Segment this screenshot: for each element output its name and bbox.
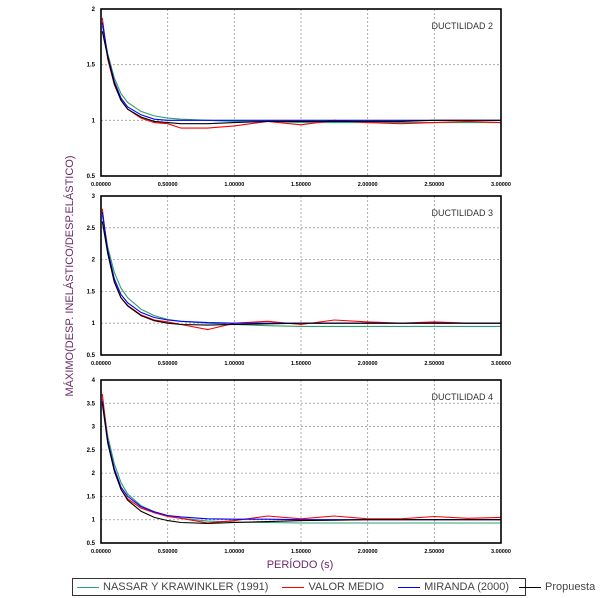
- x-tick-label: 2.00000: [358, 549, 378, 555]
- x-tick-label: 2.50000: [424, 361, 444, 367]
- plot-frame: [100, 379, 502, 544]
- legend-label: MIRANDA (2000): [424, 581, 510, 593]
- legend-label: VALOR MEDIO: [308, 581, 385, 593]
- legend-swatch: [519, 586, 542, 588]
- y-axis-label: MÁXIMO(DESP. INELÁSTICO/DESP.ELÁSTICO): [63, 155, 76, 396]
- panel-title: DUCTILIDAD 4: [431, 392, 493, 402]
- y-tick-label: 0.5: [87, 174, 96, 180]
- legend-swatch: [398, 586, 421, 588]
- legend-label: NASSAR Y KRAWINKLER (1991): [103, 581, 269, 593]
- y-tick-label: 2: [92, 471, 96, 477]
- x-tick-label: 2.50000: [424, 549, 444, 555]
- legend-label: Propuesta: [545, 581, 596, 593]
- x-tick-label: 0.50000: [158, 182, 178, 188]
- legend: NASSAR Y KRAWINKLER (1991) VALOR MEDIO M…: [72, 578, 595, 596]
- x-tick-label: 1.50000: [291, 549, 311, 555]
- x-tick-label: 0.50000: [158, 549, 178, 555]
- y-tick-label: 3: [92, 194, 96, 200]
- y-tick-label: 1.5: [87, 63, 96, 69]
- legend-item: NASSAR Y KRAWINKLER (1991): [77, 581, 268, 593]
- series-line-propuesta: [101, 221, 501, 326]
- y-tick-label: 1: [92, 118, 96, 124]
- x-tick-label: 3.00000: [491, 549, 511, 555]
- plot-area: [101, 196, 501, 355]
- x-tick-label: 0.00000: [91, 361, 111, 367]
- plot-frame: [100, 195, 502, 356]
- plot-frame: [100, 8, 502, 177]
- x-tick-label: 0.00000: [91, 182, 111, 188]
- legend-item: VALOR MEDIO: [282, 581, 384, 593]
- y-tick-label: 3.5: [87, 401, 96, 407]
- y-tick-label: 1: [92, 321, 96, 327]
- legend-item: MIRANDA (2000): [398, 581, 509, 593]
- legend-swatch: [77, 586, 99, 588]
- x-tick-label: 2.00000: [358, 361, 378, 367]
- y-tick-label: 2.5: [87, 448, 96, 454]
- y-tick-label: 0.5: [87, 541, 96, 547]
- x-tick-label: 0.50000: [158, 361, 178, 367]
- x-tick-label: 1.00000: [224, 361, 244, 367]
- x-tick-label: 1.50000: [291, 182, 311, 188]
- legend-item: Propuesta: [519, 581, 595, 593]
- x-tick-label: 1.50000: [291, 361, 311, 367]
- legend-swatch: [282, 586, 305, 588]
- series-line-propuesta: [101, 403, 501, 524]
- y-tick-label: 2: [92, 258, 96, 264]
- x-tick-label: 0.00000: [91, 549, 111, 555]
- x-tick-label: 1.00000: [224, 182, 244, 188]
- x-tick-label: 3.00000: [491, 182, 511, 188]
- x-tick-label: 2.00000: [358, 182, 378, 188]
- y-tick-label: 1.5: [87, 289, 96, 295]
- x-tick-label: 3.00000: [491, 361, 511, 367]
- y-tick-label: 1: [92, 518, 96, 524]
- y-tick-label: 2: [92, 7, 96, 13]
- series-line-nassar-y-krawinkler-1991-: [101, 398, 501, 524]
- panel-title: DUCTILIDAD 3: [431, 208, 493, 218]
- y-tick-label: 0.5: [87, 353, 96, 359]
- y-tick-label: 4: [92, 378, 96, 384]
- series-line-nassar-y-krawinkler-1991-: [101, 215, 501, 327]
- plot-area: [101, 9, 501, 176]
- series-line-miranda-2000-: [101, 22, 501, 121]
- x-tick-label: 1.00000: [224, 549, 244, 555]
- y-tick-label: 3: [92, 425, 96, 431]
- x-tick-label: 2.50000: [424, 182, 444, 188]
- x-axis-label: PERÍODO (s): [267, 558, 334, 571]
- y-tick-label: 2.5: [87, 226, 96, 232]
- y-tick-label: 1.5: [87, 494, 96, 500]
- series-line-propuesta: [101, 31, 501, 125]
- panel-title: DUCTILIDAD 2: [431, 21, 493, 31]
